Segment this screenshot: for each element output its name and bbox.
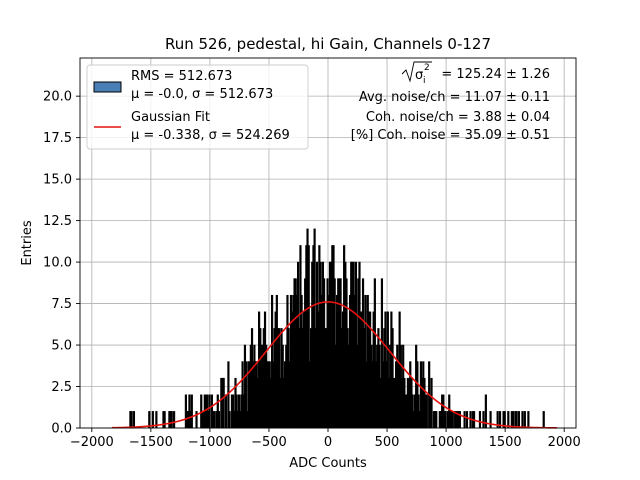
annotation-coh-noise: Coh. noise/ch = 3.88 ± 0.04: [366, 110, 550, 125]
histogram-bar: [190, 394, 193, 429]
y-tick-label: 7.5: [51, 297, 72, 312]
histogram-bar: [515, 411, 518, 429]
histogram-bar: [527, 411, 530, 429]
x-tick-label: −1000: [188, 435, 232, 450]
histogram-bar: [444, 411, 447, 429]
histogram-bar: [489, 411, 492, 429]
annotation-sigma-value: = 125.24 ± 1.26: [441, 67, 550, 82]
histogram-bar: [465, 411, 469, 429]
histogram-bar: [130, 411, 133, 429]
histogram-bar: [222, 377, 225, 429]
histogram-bar: [172, 411, 176, 429]
gaussian-fit-curve: [111, 301, 558, 429]
histogram-bar: [213, 411, 216, 429]
histogram-bar: [208, 394, 211, 429]
histogram-bar: [451, 411, 454, 429]
histogram-bar: [435, 411, 438, 429]
y-tick-label: 12.5: [43, 214, 72, 229]
noise-annotations: σ i 2 = 125.24 ± 1.26 Avg. noise/ch = 11…: [351, 61, 550, 143]
x-tick-label: 1500: [489, 435, 522, 450]
histogram-bar: [482, 411, 485, 429]
y-tick-label: 17.5: [43, 131, 72, 146]
sqrt-radical-sign: [401, 61, 432, 83]
x-tick-label: 500: [375, 435, 400, 450]
y-tick-label: 20.0: [43, 90, 72, 105]
y-tick-label: 10.0: [43, 256, 72, 271]
y-tick-label: 15.0: [43, 173, 72, 188]
y-tick-label: 0.0: [51, 422, 72, 437]
x-tick-label: 1000: [430, 435, 463, 450]
histogram-bar: [478, 411, 482, 429]
histogram-bar: [523, 411, 526, 429]
x-axis-label: ADC Counts: [289, 456, 367, 471]
y-tick-label: 2.5: [51, 380, 72, 395]
histogram-bar: [542, 411, 545, 429]
histogram-bar: [217, 411, 221, 429]
y-axis-label: Entries: [20, 220, 35, 266]
histogram-bars: [129, 228, 545, 429]
legend-histogram-name: RMS = 512.673: [131, 69, 232, 84]
histogram-bar: [521, 411, 524, 429]
legend: RMS = 512.673 μ = -0.0, σ = 512.673 Gaus…: [86, 64, 309, 150]
sqrt-subscript: i: [423, 76, 426, 86]
x-tick-label: −1500: [129, 435, 173, 450]
x-tick-label: −2000: [70, 435, 114, 450]
y-tick-label: 5.0: [51, 339, 72, 354]
x-tick-label: 2000: [548, 435, 581, 450]
legend-box: [86, 64, 309, 150]
histogram-bar: [132, 411, 136, 429]
histogram-bar: [517, 411, 521, 429]
legend-histogram-swatch: [93, 81, 122, 93]
histogram-bar: [170, 411, 173, 429]
histogram-bar: [463, 411, 466, 429]
histogram-bar: [228, 411, 231, 429]
legend-fit-stats: μ = -0.338, σ = 524.269: [131, 128, 290, 143]
annotation-coh-noise-percent: [%] Coh. noise = 35.09 ± 0.51: [351, 128, 550, 143]
sqrt-superscript: 2: [424, 63, 430, 73]
histogram-bar: [224, 394, 228, 429]
annotation-avg-noise: Avg. noise/ch = 11.07 ± 0.11: [359, 90, 550, 105]
x-tick-label: −500: [251, 435, 287, 450]
histogram-bar: [430, 377, 433, 429]
legend-histogram-stats: μ = -0.0, σ = 512.673: [131, 87, 273, 102]
sqrt-sigma-symbol: σ: [415, 68, 423, 83]
histogram-bar: [163, 411, 166, 429]
histogram-bar: [425, 394, 428, 429]
histogram-bar: [511, 411, 515, 429]
x-tick-label: 0: [324, 435, 332, 450]
chart-title: Run 526, pedestal, hi Gain, Channels 0-1…: [165, 35, 491, 53]
legend-fit-name: Gaussian Fit: [131, 110, 210, 125]
